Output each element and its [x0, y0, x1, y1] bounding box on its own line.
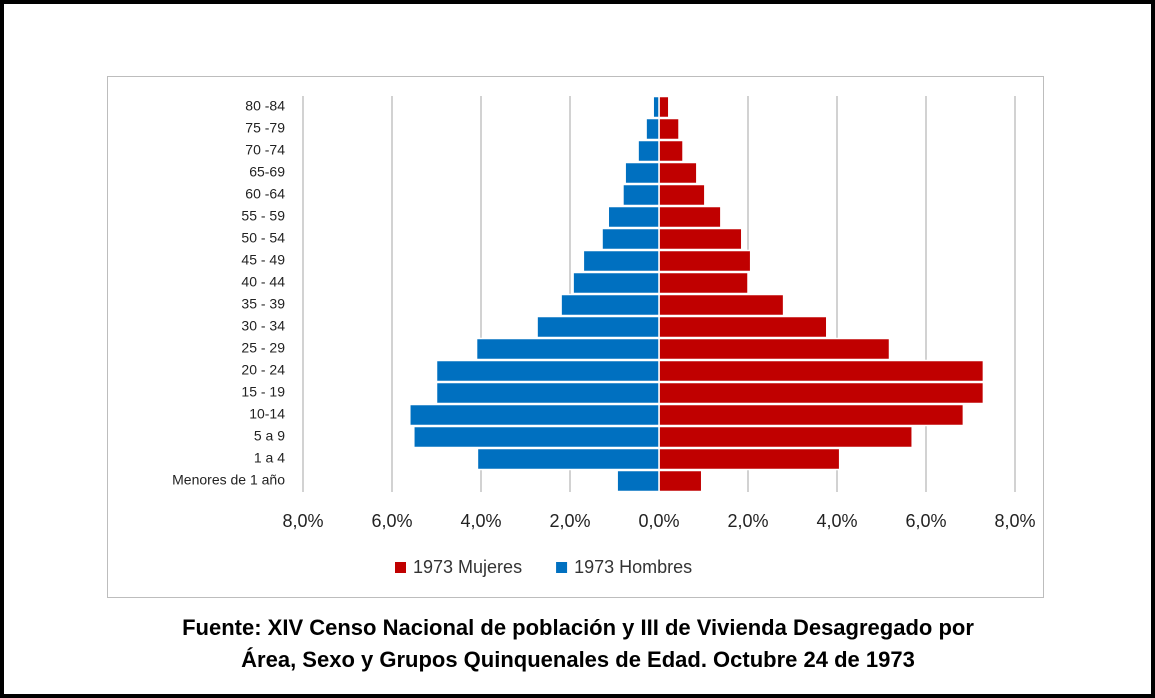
category-label: 60 -64	[245, 186, 285, 202]
x-tick-label: 8,0%	[282, 511, 323, 531]
bar	[560, 293, 660, 317]
category-label: 25 - 29	[241, 340, 285, 356]
bar	[658, 403, 965, 427]
bar	[658, 205, 722, 229]
category-label: 55 - 59	[241, 208, 285, 224]
bar	[624, 161, 660, 185]
bar	[658, 249, 752, 273]
bar	[435, 359, 660, 383]
bar	[413, 425, 660, 449]
category-label: Menores de 1 año	[172, 472, 285, 488]
x-tick-label: 8,0%	[994, 511, 1035, 531]
bar	[658, 337, 891, 361]
category-label: 80 -84	[245, 98, 285, 114]
x-tick-label: 4,0%	[460, 511, 501, 531]
bar	[475, 337, 660, 361]
bar	[637, 139, 660, 163]
x-tick-label: 4,0%	[816, 511, 857, 531]
bar	[652, 95, 660, 119]
category-label: 75 -79	[245, 120, 285, 136]
legend-label: 1973 Hombres	[574, 557, 692, 577]
category-label: 30 - 34	[241, 318, 285, 334]
category-label: 35 - 39	[241, 296, 285, 312]
category-label: 45 - 49	[241, 252, 285, 268]
category-label: 40 - 44	[241, 274, 285, 290]
category-label: 50 - 54	[241, 230, 285, 246]
bar	[645, 117, 660, 141]
category-label: 5 a 9	[254, 428, 285, 444]
bar	[658, 183, 706, 207]
legend-swatch	[395, 562, 406, 573]
bar	[658, 161, 698, 185]
legend-swatch	[556, 562, 568, 573]
x-tick-label: 2,0%	[549, 511, 590, 531]
category-label: 10-14	[249, 406, 285, 422]
bar	[658, 381, 985, 405]
source-note: Área, Sexo y Grupos Quinquenales de Edad…	[241, 647, 915, 672]
bar	[658, 447, 841, 471]
bar	[658, 315, 828, 339]
x-tick-label: 6,0%	[371, 511, 412, 531]
bar	[572, 271, 660, 295]
bar	[622, 183, 660, 207]
bar	[582, 249, 660, 273]
category-label: 15 - 19	[241, 384, 285, 400]
source-note: Fuente: XIV Censo Nacional de población …	[182, 615, 974, 640]
bar	[658, 293, 785, 317]
x-tick-label: 6,0%	[905, 511, 946, 531]
bar	[607, 205, 660, 229]
x-tick-label: 0,0%	[638, 511, 679, 531]
x-tick-label: 2,0%	[727, 511, 768, 531]
bar	[601, 227, 660, 251]
bar	[435, 381, 660, 405]
bar	[658, 139, 684, 163]
category-label: 1 a 4	[254, 450, 285, 466]
bar	[536, 315, 660, 339]
bar	[658, 95, 670, 119]
bar	[409, 403, 660, 427]
bar	[658, 227, 743, 251]
bar	[658, 271, 749, 295]
bar	[658, 117, 680, 141]
category-label: 65-69	[249, 164, 285, 180]
category-label: 70 -74	[245, 142, 285, 158]
bar	[476, 447, 660, 471]
bar	[658, 425, 913, 449]
bar	[658, 359, 985, 383]
bar	[616, 469, 660, 493]
category-label: 20 - 24	[241, 362, 285, 378]
legend-label: 1973 Mujeres	[413, 557, 522, 577]
bar	[658, 469, 703, 493]
